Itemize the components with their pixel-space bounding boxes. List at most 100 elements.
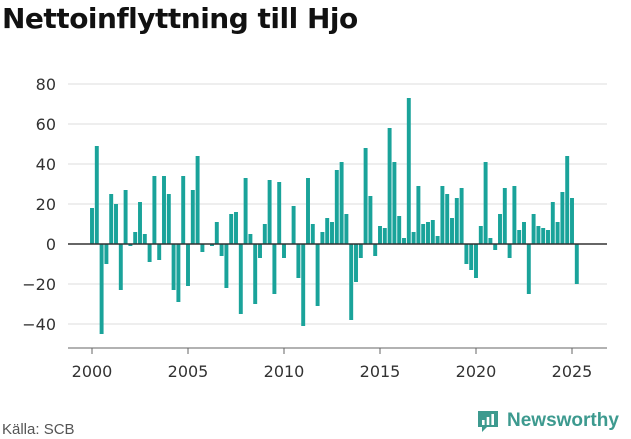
x-tick-label: 2010 <box>264 362 305 381</box>
bar <box>560 192 565 244</box>
x-tick-label: 2000 <box>72 362 113 381</box>
bar <box>402 238 406 244</box>
bar <box>147 244 152 262</box>
bar <box>166 194 171 244</box>
bar <box>349 244 354 320</box>
bar <box>517 230 522 244</box>
x-tick-label: 2020 <box>456 362 497 381</box>
bar <box>536 226 541 244</box>
bar <box>382 228 387 244</box>
bar <box>296 244 301 278</box>
bar <box>301 244 306 326</box>
bar <box>128 244 133 246</box>
bar <box>162 176 166 244</box>
bar <box>541 228 546 244</box>
bar-chart: 80 60 40 20 0 −20 −40 2000 2005 2010 2015 2020 2025 <box>22 75 607 381</box>
bar <box>354 244 358 282</box>
bar <box>474 244 478 278</box>
bar <box>445 194 450 244</box>
bar <box>507 244 512 258</box>
bar <box>195 156 200 244</box>
bar <box>258 244 262 258</box>
x-tick-labels: 2000 2005 2010 2015 2020 2025 <box>72 362 593 381</box>
brand-name: Newsworthy <box>507 410 619 431</box>
bar <box>502 188 507 244</box>
bar <box>138 202 142 244</box>
bar <box>570 198 574 244</box>
bar <box>234 212 238 244</box>
bar <box>291 206 296 244</box>
bar <box>190 190 195 244</box>
bars <box>90 98 579 334</box>
bar <box>483 162 488 244</box>
bar <box>90 208 94 244</box>
y-tick-label: 60 <box>36 115 56 134</box>
bar <box>464 244 469 264</box>
y-tick-label: −20 <box>22 275 56 294</box>
bar <box>325 218 330 244</box>
bar <box>397 216 402 244</box>
bar <box>411 232 416 244</box>
bar <box>493 244 498 250</box>
bar <box>306 178 310 244</box>
y-tick-label: −40 <box>22 315 56 334</box>
bar <box>430 220 435 244</box>
bar <box>267 180 272 244</box>
bar <box>440 186 445 244</box>
newsworthy-logo-icon <box>478 411 498 432</box>
x-tick-label: 2025 <box>552 362 593 381</box>
bar <box>478 226 483 244</box>
bar <box>454 198 459 244</box>
brand-logo[interactable]: Newsworthy <box>475 408 619 434</box>
source-label: Källa: SCB <box>2 421 75 438</box>
bar <box>186 244 190 286</box>
bar <box>339 162 344 244</box>
bar <box>181 176 186 244</box>
bar <box>526 244 531 294</box>
y-tick-labels: 80 60 40 20 0 −20 −40 <box>22 75 56 334</box>
bar <box>157 244 162 260</box>
bar <box>421 224 426 244</box>
bar <box>224 244 229 288</box>
bar <box>238 244 243 314</box>
bar <box>262 224 267 244</box>
chart-title: Nettoinflyttning till Hjo <box>2 2 358 35</box>
bar <box>142 234 147 244</box>
bar <box>99 244 104 334</box>
bar <box>546 230 550 244</box>
bar <box>435 236 440 244</box>
y-tick-label: 0 <box>46 235 56 254</box>
bar <box>248 234 253 244</box>
bar <box>94 146 99 244</box>
bar <box>133 232 138 244</box>
y-tick-label: 40 <box>36 155 56 174</box>
bar <box>210 244 214 246</box>
bar <box>373 244 378 256</box>
bar <box>555 222 560 244</box>
bar <box>416 186 421 244</box>
y-tick-label: 20 <box>36 195 56 214</box>
bar <box>310 224 315 244</box>
bar <box>334 170 339 244</box>
bar <box>565 156 570 244</box>
bar <box>358 244 363 258</box>
bar <box>229 214 234 244</box>
bar <box>378 226 382 244</box>
y-tick-label: 80 <box>36 75 56 94</box>
bar <box>426 222 430 244</box>
bar <box>243 178 248 244</box>
bar <box>522 222 526 244</box>
bar <box>152 176 157 244</box>
bar <box>512 186 517 244</box>
bar <box>104 244 109 264</box>
bar <box>406 98 411 244</box>
bar <box>469 244 474 270</box>
bar <box>200 244 205 252</box>
x-tick-label: 2015 <box>360 362 401 381</box>
bar <box>109 194 114 244</box>
bar <box>176 244 181 302</box>
bar <box>282 244 286 258</box>
bar <box>550 202 555 244</box>
bar <box>363 148 368 244</box>
bar <box>253 244 258 304</box>
